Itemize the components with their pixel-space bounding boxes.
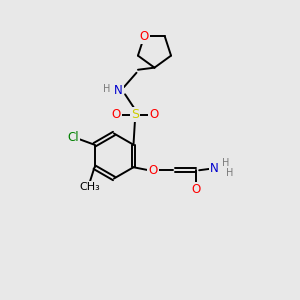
Text: O: O — [112, 108, 121, 121]
Text: O: O — [148, 164, 158, 177]
Text: H: H — [222, 158, 229, 168]
Text: CH₃: CH₃ — [80, 182, 100, 192]
Text: Cl: Cl — [68, 131, 79, 144]
Text: H: H — [103, 84, 111, 94]
Text: S: S — [131, 108, 139, 121]
Text: O: O — [192, 183, 201, 196]
Text: N: N — [114, 84, 123, 97]
Text: H: H — [226, 168, 233, 178]
Text: O: O — [140, 30, 149, 43]
Text: O: O — [149, 108, 158, 121]
Text: N: N — [210, 162, 219, 175]
